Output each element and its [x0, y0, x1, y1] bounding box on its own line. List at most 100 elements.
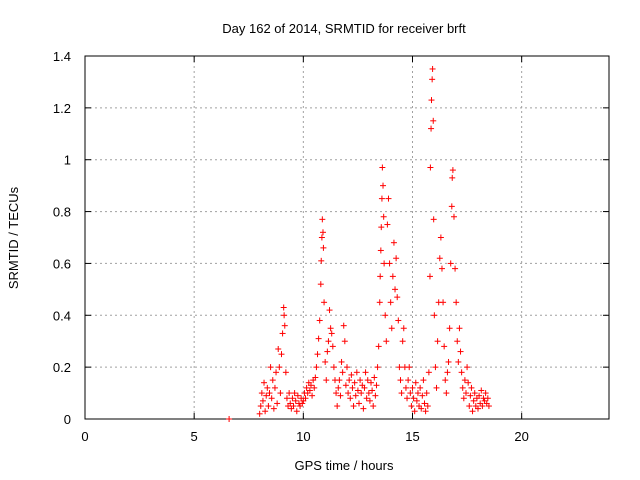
data-point: [268, 395, 275, 402]
data-point: [418, 405, 425, 412]
data-point: [351, 379, 358, 386]
data-point: [382, 312, 389, 319]
data-point: [256, 410, 263, 417]
data-point: [322, 358, 329, 365]
data-points: [226, 65, 492, 422]
data-point: [371, 374, 378, 381]
data-point: [433, 384, 440, 391]
data-point: [455, 358, 462, 365]
data-point: [400, 325, 407, 332]
x-tick-label: 5: [191, 429, 198, 444]
data-point: [465, 379, 472, 386]
data-point: [428, 125, 435, 132]
data-point: [326, 307, 333, 314]
data-point: [299, 400, 306, 407]
data-point: [280, 304, 287, 311]
data-point: [479, 403, 486, 410]
data-point: [441, 343, 448, 350]
data-point: [328, 330, 335, 337]
data-point: [281, 322, 288, 329]
data-point: [346, 377, 353, 384]
data-point: [426, 273, 433, 280]
data-point: [437, 234, 444, 241]
data-point: [404, 395, 411, 402]
y-tick-label: 1: [64, 153, 71, 168]
data-point: [293, 408, 300, 415]
data-point: [458, 369, 465, 376]
data-point: [369, 387, 376, 394]
data-point: [484, 395, 491, 402]
data-point: [315, 335, 322, 342]
data-point: [431, 312, 438, 319]
data-point: [327, 325, 334, 332]
data-point: [467, 392, 474, 399]
data-point: [429, 76, 436, 83]
data-point: [335, 384, 342, 391]
data-point: [445, 358, 452, 365]
data-point: [417, 384, 424, 391]
data-point: [258, 390, 265, 397]
data-point: [318, 234, 325, 241]
data-point: [287, 400, 294, 407]
data-point: [392, 286, 399, 293]
data-point: [406, 364, 413, 371]
y-tick-label: 1.2: [53, 101, 71, 116]
data-point: [282, 369, 289, 376]
data-point: [294, 392, 301, 399]
data-point: [470, 397, 477, 404]
data-point: [457, 348, 464, 355]
data-point: [411, 408, 418, 415]
data-point: [271, 384, 278, 391]
data-point: [357, 377, 364, 384]
data-point: [429, 65, 436, 72]
data-point: [447, 260, 454, 267]
data-point: [286, 390, 293, 397]
data-point: [424, 403, 431, 410]
data-point: [414, 390, 421, 397]
data-point: [485, 403, 492, 410]
data-point: [450, 213, 457, 220]
data-point: [314, 351, 321, 358]
data-point: [278, 351, 285, 358]
data-point: [430, 216, 437, 223]
data-point: [312, 374, 319, 381]
data-point: [370, 403, 377, 410]
data-point: [438, 265, 445, 272]
data-point: [358, 390, 365, 397]
data-point: [432, 364, 439, 371]
x-axis-label: GPS time / hours: [295, 458, 394, 473]
data-point: [261, 379, 268, 386]
data-point: [449, 174, 456, 181]
data-point: [340, 322, 347, 329]
data-point: [421, 400, 428, 407]
data-point: [413, 397, 420, 404]
data-point: [399, 338, 406, 345]
data-point: [361, 384, 368, 391]
data-point: [336, 377, 343, 384]
data-point: [423, 390, 430, 397]
data-point: [270, 405, 277, 412]
data-point: [360, 405, 367, 412]
data-point: [263, 392, 270, 399]
data-point: [373, 382, 380, 389]
data-point: [469, 408, 476, 415]
data-point: [380, 213, 387, 220]
data-point: [440, 299, 447, 306]
data-point: [478, 387, 485, 394]
data-point: [319, 229, 326, 236]
data-point: [276, 364, 283, 371]
data-point: [338, 358, 345, 365]
data-point: [410, 395, 417, 402]
x-tick-label: 15: [405, 429, 419, 444]
data-point: [386, 260, 393, 267]
data-point: [283, 395, 290, 402]
data-point: [379, 164, 386, 171]
data-point: [482, 390, 489, 397]
data-point: [464, 364, 471, 371]
data-point: [257, 403, 264, 410]
data-point: [309, 392, 316, 399]
data-point: [321, 299, 328, 306]
data-point: [348, 371, 355, 378]
data-point: [279, 330, 286, 337]
data-point: [317, 281, 324, 288]
